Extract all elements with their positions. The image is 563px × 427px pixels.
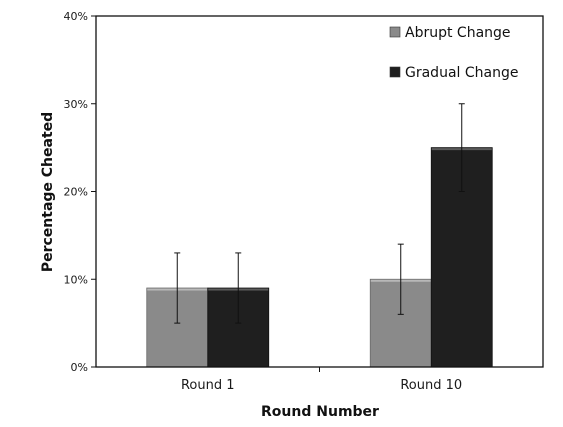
x-axis-title: Round Number (261, 404, 379, 420)
legend-label-abrupt: Abrupt Change (405, 25, 511, 41)
y-tick-label: 20% (64, 186, 88, 199)
legend-swatch-gradual (389, 66, 401, 78)
y-tick-label: 0% (71, 361, 88, 374)
y-tick-label: 40% (64, 10, 88, 23)
y-tick-label: 30% (64, 98, 88, 111)
y-axis-ticks: 0% 10% 20% 30% 40% (64, 10, 96, 374)
y-axis-title: Percentage Cheated (40, 112, 56, 272)
x-tick-label: Round 1 (181, 378, 235, 393)
legend: Abrupt Change Gradual Change (389, 25, 518, 81)
error-bars-layer (174, 103, 465, 324)
y-tick-label: 10% (64, 273, 88, 286)
x-axis-ticks: Round 1 Round 10 (181, 367, 462, 393)
bars-layer (146, 147, 493, 368)
x-tick-label: Round 10 (400, 378, 462, 393)
legend-label-gradual: Gradual Change (405, 65, 518, 81)
legend-swatch-abrupt (389, 26, 401, 38)
